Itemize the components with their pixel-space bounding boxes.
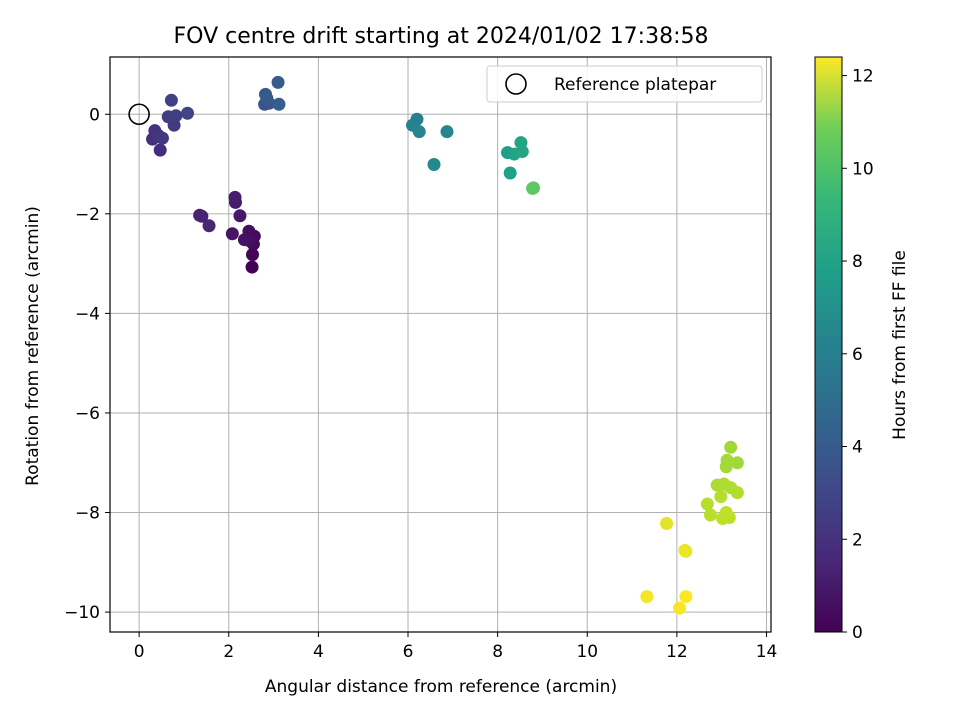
data-point: [719, 460, 733, 474]
y-tick-label: −8: [75, 504, 100, 524]
data-point: [700, 497, 714, 511]
data-point: [233, 209, 247, 223]
legend-box: [486, 65, 763, 103]
colorbar-tick-label: 6: [852, 345, 863, 365]
data-point: [271, 75, 285, 89]
data-point: [730, 486, 744, 500]
data-point: [704, 508, 718, 522]
y-axis-label: Rotation from reference (arcmin): [23, 206, 43, 486]
y-tick-label: −10: [64, 603, 100, 623]
x-tick-label: 14: [756, 642, 778, 662]
data-point: [260, 91, 274, 105]
x-axis-label: Angular distance from reference (arcmin): [265, 677, 617, 697]
x-tick-label: 6: [403, 642, 414, 662]
data-point: [237, 233, 251, 247]
plot-area: 0 2 4 6 8 10 12 14 −10 −8 −6 −4 −2 0: [64, 56, 778, 662]
data-point: [679, 590, 693, 604]
x-tick-label: 8: [492, 642, 503, 662]
y-tick-label: 0: [89, 105, 100, 125]
data-point: [155, 131, 169, 145]
data-point: [515, 145, 529, 159]
colorbar-tick-label: 12: [852, 67, 874, 87]
plot-frame: [109, 56, 772, 633]
data-point: [427, 158, 441, 172]
colorbar-tick-label: 0: [852, 623, 863, 643]
data-point: [245, 260, 259, 274]
x-tick-label: 2: [223, 642, 234, 662]
colorbar-label: Hours from first FF file: [890, 250, 910, 440]
data-point: [225, 227, 239, 241]
x-tick-label: 12: [666, 642, 688, 662]
legend-reference-marker: [505, 73, 527, 95]
y-tick-label: −4: [75, 304, 100, 324]
data-point: [724, 440, 738, 454]
data-point: [526, 181, 540, 195]
data-point: [730, 456, 744, 470]
y-tick-label: −2: [75, 205, 100, 225]
data-point: [246, 248, 260, 262]
x-tick-label: 10: [576, 642, 598, 662]
data-point: [272, 97, 286, 111]
colorbar-tick-label: 10: [852, 159, 874, 179]
data-point: [503, 166, 517, 180]
colorbar: Hours from first FF file 0 2 4 6 8 10 12: [814, 56, 910, 643]
reference-marker: [128, 103, 150, 126]
legend-entry-label: Reference platepar: [554, 75, 716, 95]
colorbar-tick-label: 4: [852, 438, 863, 458]
data-point: [673, 601, 687, 615]
y-tick-label: −6: [75, 404, 100, 424]
data-point: [679, 544, 693, 558]
data-point: [719, 506, 733, 520]
data-point: [169, 109, 183, 123]
data-point: [202, 219, 216, 233]
colorbar-tick-label: 2: [852, 530, 863, 550]
colorbar-tick-label: 8: [852, 252, 863, 272]
data-point: [440, 125, 454, 139]
x-tick-label: 0: [134, 642, 145, 662]
chart-title: FOV centre drift starting at 2024/01/02 …: [174, 24, 709, 49]
data-point: [640, 590, 654, 604]
data-point: [714, 490, 728, 504]
data-point: [228, 190, 242, 204]
data-point: [181, 106, 195, 120]
plot-background: [110, 57, 771, 632]
legend: Reference platepar: [486, 65, 763, 103]
colorbar-gradient: [814, 56, 843, 633]
x-tick-label: 4: [313, 642, 324, 662]
data-point: [660, 516, 674, 530]
data-point: [153, 143, 167, 157]
data-point: [164, 93, 178, 107]
data-point: [412, 125, 426, 139]
data-point: [195, 209, 209, 223]
